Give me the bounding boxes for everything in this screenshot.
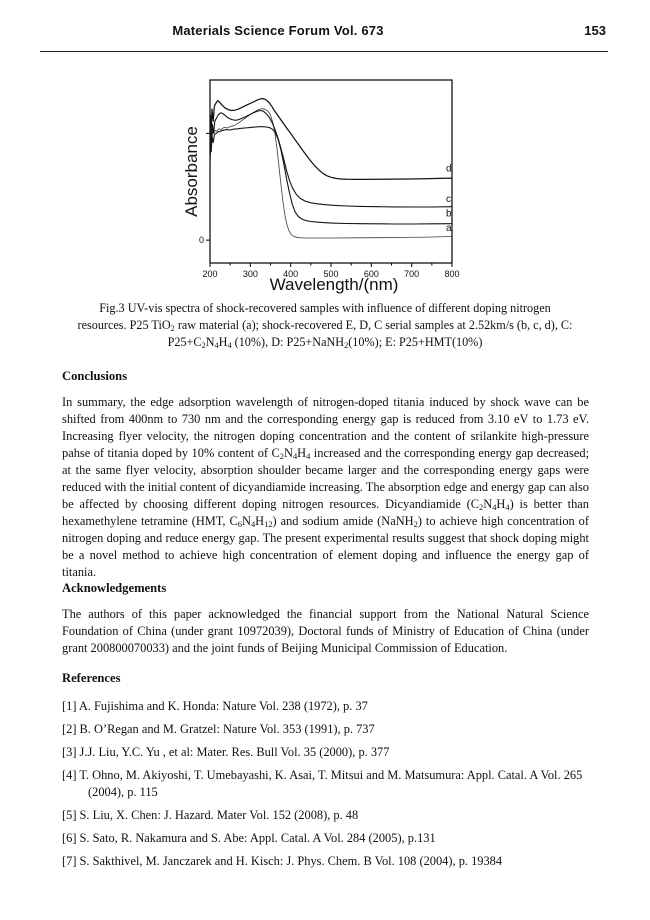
x-axis-title: Wavelength/(nm): [270, 275, 399, 294]
conclusions-section: Conclusions In summary, the edge adsorpt…: [62, 369, 589, 581]
figure-caption: Fig.3 UV-vis spectra of shock-recovered …: [0, 300, 650, 351]
spectrum-curve-c: [209, 109, 453, 208]
reference-item: [6] S. Sato, R. Nakamura and S. Abe: App…: [62, 831, 436, 845]
reference-item: [2] B. O’Regan and M. Gratzel: Nature Vo…: [62, 722, 375, 736]
references-heading: References: [62, 671, 121, 685]
references-list: [1] A. Fujishima and K. Honda: Nature Vo…: [62, 698, 589, 870]
page-header: Materials Science Forum Vol. 673 153: [40, 20, 608, 52]
spectrum-curve-b: [209, 126, 453, 225]
reference-item: [7] S. Sakthivel, M. Janczarek and H. Ki…: [62, 854, 503, 868]
y-axis-tick-label: 0: [199, 235, 204, 245]
uvvis-spectra-chart: 200 300 400 500 600 700 800 0 abc d Wavelength/(nm…: [185, 79, 460, 294]
x-axis-tick-label: 600: [364, 269, 379, 279]
figure-caption-line: P25+C2N4H4 (10%), D: P25+NaNH2(10%); E: …: [167, 335, 483, 350]
reference-item: [4] T. Ohno, M. Akiyoshi, T. Umebayashi,…: [62, 768, 583, 799]
journal-title: Materials Science Forum Vol. 673: [172, 23, 384, 38]
x-axis-tick-label: 200: [202, 269, 217, 279]
reference-item: [5] S. Liu, X. Chen: J. Hazard. Mater Vo…: [62, 808, 359, 822]
spectrum-curve-a: [209, 108, 453, 239]
figure-caption-line: resources. P25 TiO2 raw material (a); sh…: [77, 318, 573, 333]
reference-item: [3] J.J. Liu, Y.C. Yu , et al: Mater. Re…: [62, 745, 390, 759]
reference-item: [1] A. Fujishima and K. Honda: Nature Vo…: [62, 699, 368, 713]
conclusions-heading: Conclusions: [62, 369, 128, 383]
figure-3: 200 300 400 500 600 700 800 0 a b c d Wavelength/(nm…: [185, 75, 475, 303]
page-number: 153: [584, 23, 606, 38]
acknowledgements-section: Acknowledgements The authors of this pap…: [62, 581, 589, 657]
x-axis-tick-label: 300: [243, 269, 258, 279]
spectrum-curve-d: [209, 97, 453, 181]
curve-label-a: a: [446, 223, 452, 234]
references-section: References [1] A. Fujishima and K. Honda…: [62, 671, 589, 876]
acknowledgements-paragraph: The authors of this paper acknowledged t…: [62, 607, 589, 655]
curve-label-d: d: [446, 164, 452, 175]
x-axis-tick-label: 500: [323, 269, 338, 279]
curve-label-b: b: [446, 208, 452, 219]
plot-frame: [209, 79, 453, 264]
conclusions-paragraph: In summary, the edge adsorption waveleng…: [62, 395, 590, 579]
curve-label-c: c: [446, 194, 451, 205]
y-axis-title: Absorbance: [185, 126, 201, 217]
acknowledgements-heading: Acknowledgements: [62, 581, 167, 595]
x-axis-tick-label: 400: [283, 269, 298, 279]
x-axis-tick-label: 800: [444, 269, 459, 279]
x-axis-tick-label: 700: [404, 269, 419, 279]
figure-caption-line: Fig.3 UV-vis spectra of shock-recovered …: [99, 301, 551, 315]
